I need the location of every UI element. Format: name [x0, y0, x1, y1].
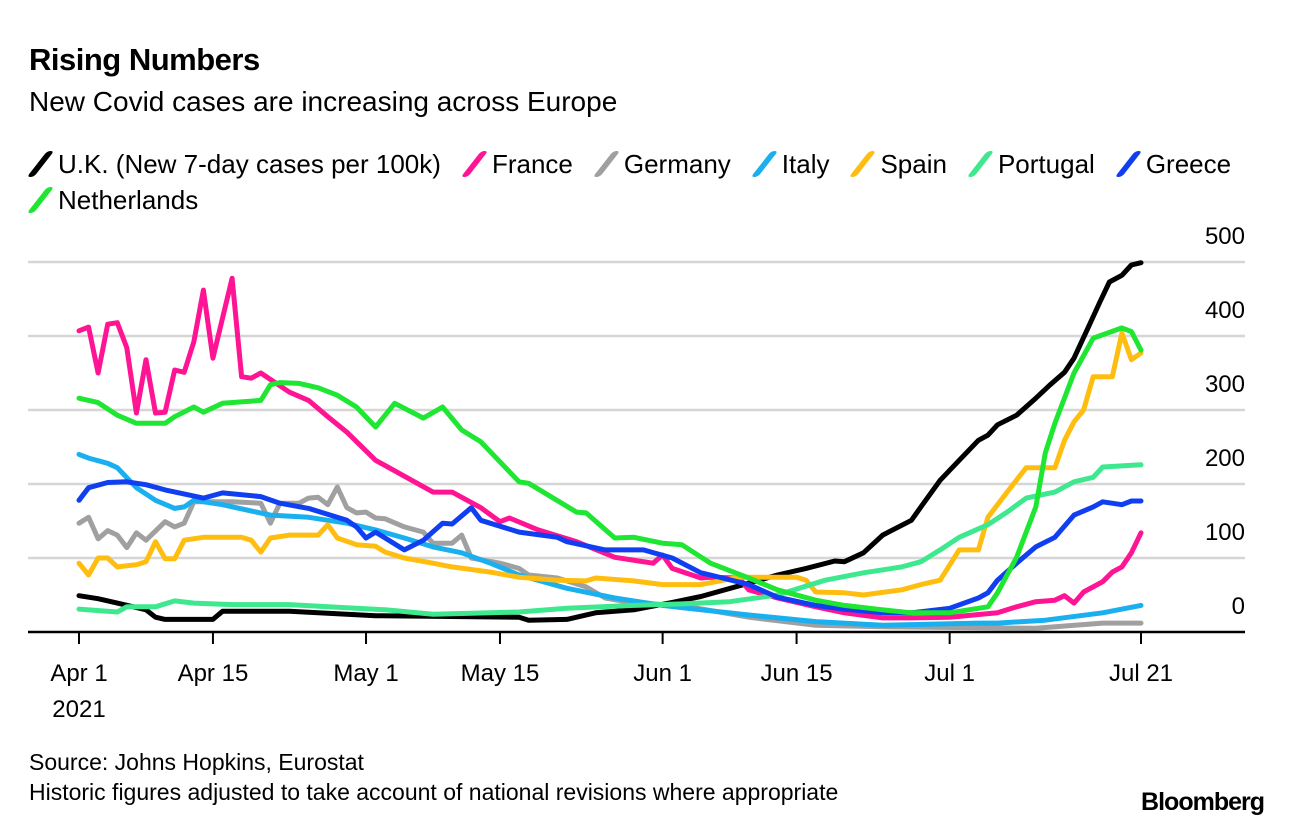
axes: 0 100 200 300 400 500 Apr 1 2021 Apr 15 May 1 May … — [28, 223, 1245, 723]
y-tick-label: 500 — [1205, 223, 1245, 250]
x-tick-sublabel: 2021 — [52, 696, 105, 723]
legend: U.K. (New 7-day cases per 100k) France Ger… — [26, 146, 1269, 218]
gridlines — [28, 260, 1245, 560]
legend-item: Italy — [750, 146, 830, 182]
legend-label: U.K. (New 7-day cases per 100k) — [58, 149, 441, 179]
y-tick-label: 300 — [1205, 371, 1245, 398]
legend-label: Italy — [781, 149, 830, 179]
y-tick-label: 0 — [1232, 593, 1245, 620]
x-tick-label: May 1 — [333, 660, 398, 687]
bloomberg-logo: Bloomberg — [1141, 788, 1265, 816]
series-line — [76, 325, 1144, 616]
x-tick-label: Apr 15 — [178, 660, 249, 687]
x-tick-label: Apr 1 — [50, 660, 107, 687]
footer: Source: Johns Hopkins, Eurostat Historic… — [29, 747, 838, 807]
series-line — [76, 479, 1144, 616]
legend-item: U.K. (New 7-day cases per 100k) — [26, 146, 441, 182]
y-tick-label: 200 — [1205, 445, 1245, 472]
legend-item: France — [460, 146, 573, 182]
legend-item: Spain — [849, 146, 947, 182]
legend-label: France — [491, 149, 573, 179]
revision-note: Historic figures adjusted to take accoun… — [29, 779, 839, 805]
chart-title: Rising Numbers — [29, 42, 260, 77]
x-tick-label: May 15 — [461, 660, 540, 687]
chart-subtitle: New Covid cases are increasing across Eu… — [29, 86, 618, 117]
series-line — [76, 462, 1144, 617]
source-note: Source: Johns Hopkins, Eurostat — [29, 749, 364, 775]
legend-item: Portugal — [966, 146, 1095, 182]
series-line — [76, 275, 1144, 621]
legend-label: Greece — [1145, 149, 1232, 179]
x-tick-label: Jul 21 — [1109, 660, 1173, 687]
legend-item: Germany — [592, 146, 731, 182]
legend-label: Netherlands — [58, 185, 199, 215]
series-line — [76, 451, 1144, 628]
series-lines — [76, 260, 1144, 631]
legend-label: Spain — [880, 149, 947, 179]
series-line — [76, 330, 1144, 598]
x-tick-label: Jun 1 — [633, 660, 692, 687]
legend-label: Germany — [623, 149, 731, 179]
x-tick-label: Jul 1 — [924, 660, 975, 687]
y-tick-label: 100 — [1205, 519, 1245, 546]
legend-item: Greece — [1114, 146, 1232, 182]
x-tick-label: Jun 15 — [761, 660, 833, 687]
series-line — [76, 260, 1144, 623]
y-tick-label: 400 — [1205, 297, 1245, 324]
legend-item: Netherlands — [26, 182, 199, 218]
legend-label: Portugal — [997, 149, 1095, 179]
